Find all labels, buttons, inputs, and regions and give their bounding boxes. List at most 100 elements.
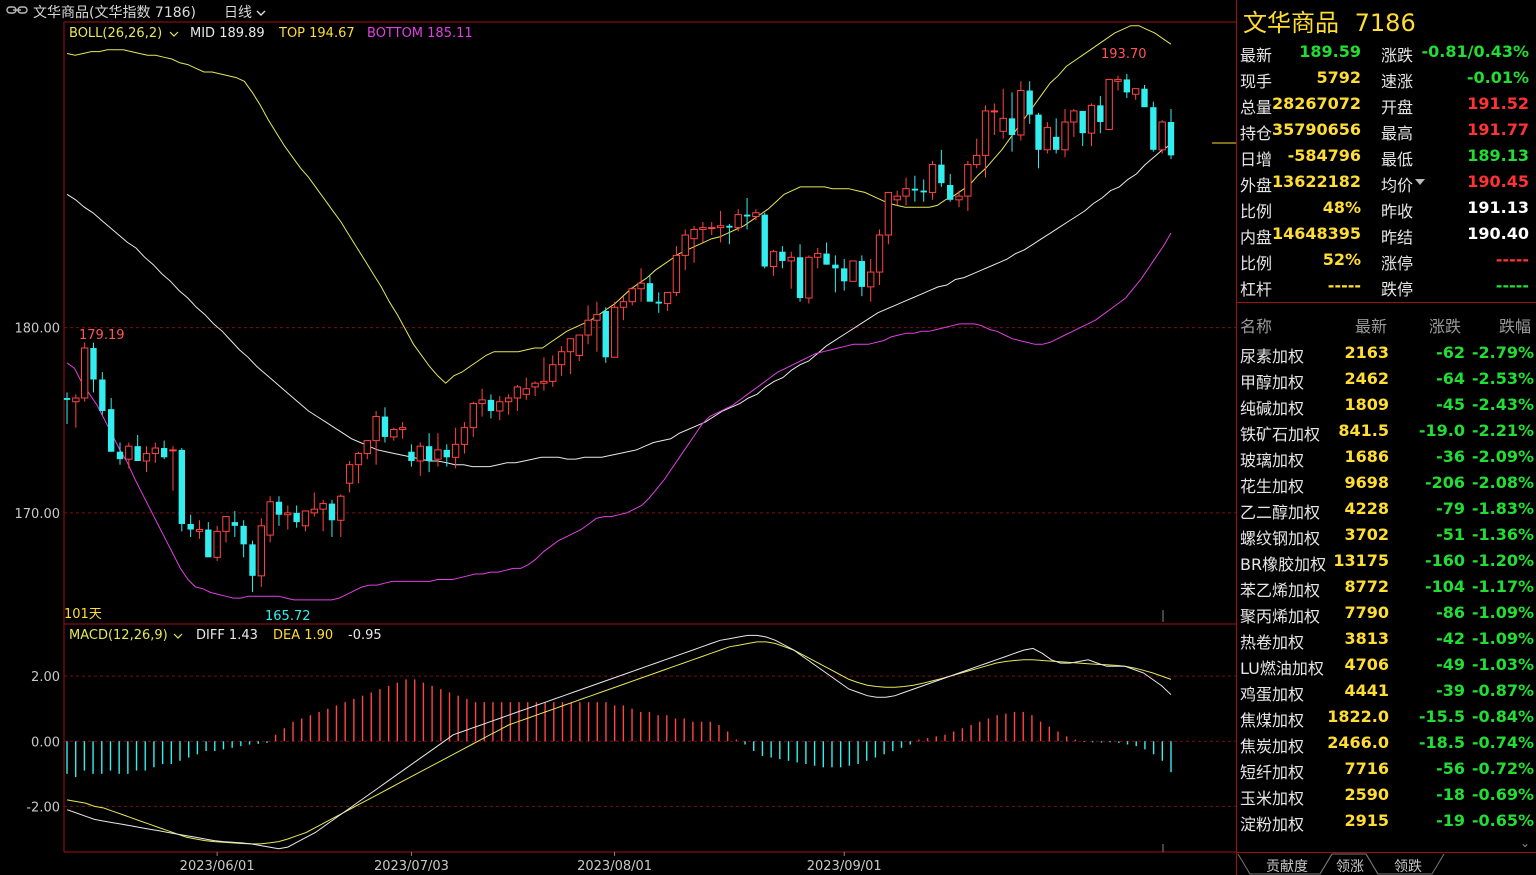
list-item[interactable]: 热卷加权 3813 -42 -1.09% bbox=[1237, 626, 1536, 652]
candle-body bbox=[1131, 88, 1140, 95]
link-icon[interactable] bbox=[6, 4, 28, 20]
quote-row: 比例 48% 昨收 191.13 bbox=[1237, 195, 1536, 221]
chevron-down-icon[interactable] bbox=[173, 633, 183, 639]
item-name: 花生加权 bbox=[1240, 477, 1305, 496]
list-header-name[interactable]: 名称 bbox=[1240, 317, 1273, 336]
quote-label: 总量 bbox=[1240, 98, 1273, 117]
list-item[interactable]: 花生加权 9698 -206 -2.08% bbox=[1237, 470, 1536, 496]
list-item[interactable]: 焦煤加权 1822.0 -15.5 -0.84% bbox=[1237, 704, 1536, 730]
list-item[interactable]: 乙二醇加权 4228 -79 -1.83% bbox=[1237, 496, 1536, 522]
candle-body bbox=[1061, 121, 1069, 151]
quote-row: 日增 -584796 最低 189.13 bbox=[1237, 143, 1536, 169]
list-item[interactable]: 纯碱加权 1809 -45 -2.43% bbox=[1237, 392, 1536, 418]
candle-body bbox=[187, 523, 194, 530]
tab-contribution[interactable]: 贡献度 bbox=[1266, 859, 1308, 875]
candle bbox=[1141, 84, 1148, 108]
chevron-down-icon[interactable] bbox=[169, 31, 179, 37]
list-item[interactable]: 尿素加权 2163 -62 -2.79% bbox=[1237, 340, 1536, 366]
candle-body bbox=[1097, 105, 1104, 123]
list-item[interactable]: 玉米加权 2590 -18 -0.69% bbox=[1237, 782, 1536, 808]
candle-body bbox=[1150, 107, 1157, 150]
item-change-pct: -0.69% bbox=[1471, 785, 1534, 804]
candle bbox=[699, 222, 707, 243]
candle-body bbox=[1008, 118, 1016, 135]
candle bbox=[231, 511, 238, 537]
tab-top-gainers[interactable]: 领涨 bbox=[1336, 859, 1364, 875]
item-last-price: 2466.0 bbox=[1327, 733, 1389, 752]
x-axis-label: 2023/08/01 bbox=[577, 859, 652, 874]
peak-price-label: 193.70 bbox=[1101, 47, 1147, 62]
item-change-pct: -2.79% bbox=[1471, 343, 1534, 362]
candle bbox=[769, 249, 778, 276]
item-change: -36 bbox=[1436, 447, 1465, 466]
quote-label: 速涨 bbox=[1381, 72, 1414, 91]
candle bbox=[213, 525, 221, 562]
list-item[interactable]: 苯乙烯加权 8772 -104 -1.17% bbox=[1237, 574, 1536, 600]
list-item[interactable]: 焦炭加权 2466.0 -18.5 -0.74% bbox=[1237, 730, 1536, 756]
list-item[interactable]: 短纤加权 7716 -56 -0.72% bbox=[1237, 756, 1536, 782]
candle-body bbox=[301, 510, 310, 527]
item-change: -64 bbox=[1436, 369, 1465, 388]
candle-body bbox=[575, 334, 583, 356]
candle bbox=[1017, 81, 1025, 141]
list-item[interactable]: 铁矿石加权 841.5 -19.0 -2.21% bbox=[1237, 418, 1536, 444]
quote-label: 最低 bbox=[1381, 150, 1414, 169]
candle-body bbox=[99, 379, 106, 411]
list-item[interactable]: 螺纹钢加权 3702 -51 -1.36% bbox=[1237, 522, 1536, 548]
period-selector[interactable]: 日线 bbox=[224, 2, 266, 22]
candle-body bbox=[1070, 110, 1078, 123]
item-change-pct: -1.03% bbox=[1471, 655, 1534, 674]
candle bbox=[690, 225, 698, 263]
candle-body bbox=[779, 251, 786, 261]
tab-top-losers[interactable]: 领跌 bbox=[1394, 859, 1422, 875]
list-item[interactable]: 聚丙烯加权 7790 -86 -1.09% bbox=[1237, 600, 1536, 626]
candle bbox=[779, 246, 786, 269]
list-item[interactable]: BR橡胶加权 13175 -160 -1.20% bbox=[1237, 548, 1536, 574]
candle-body bbox=[293, 512, 300, 523]
list-header-pct[interactable]: 跌幅 bbox=[1499, 317, 1532, 336]
quote-label: 均价 bbox=[1381, 176, 1414, 195]
candle bbox=[284, 505, 292, 530]
candle-body bbox=[602, 310, 609, 358]
candle bbox=[408, 444, 415, 467]
item-change-pct: -1.09% bbox=[1471, 603, 1534, 622]
candle-body bbox=[938, 164, 945, 184]
triangle-down-icon[interactable] bbox=[1415, 179, 1425, 185]
candle-body bbox=[249, 544, 256, 576]
quote-row: 持仓 35790656 最高 191.77 bbox=[1237, 117, 1536, 143]
candle bbox=[513, 385, 522, 411]
kline-chart[interactable]: 180.00 170.00 2.00 0.00 -2.00 2023/06/01 2023/… bbox=[0, 0, 1236, 875]
candle-body bbox=[920, 190, 927, 193]
quote-label: 涨停 bbox=[1381, 254, 1414, 273]
candle bbox=[80, 342, 89, 402]
list-item[interactable]: LU燃油加权 4706 -49 -1.03% bbox=[1237, 652, 1536, 678]
candle-body bbox=[328, 503, 336, 521]
contract-code: 7186 bbox=[1354, 9, 1416, 37]
x-axis-label: 2023/07/03 bbox=[374, 859, 449, 874]
quote-label: 比例 bbox=[1240, 254, 1273, 273]
macd-diff-line bbox=[66, 634, 1172, 850]
candle bbox=[257, 518, 265, 587]
item-change: -62 bbox=[1436, 343, 1465, 362]
list-item[interactable]: 甲醇加权 2462 -64 -2.53% bbox=[1237, 366, 1536, 392]
candle-body bbox=[1141, 88, 1148, 108]
scroll-down-icon[interactable]: ⌄ bbox=[1520, 836, 1531, 850]
list-header-chg[interactable]: 涨跌 bbox=[1429, 317, 1462, 336]
list-header-last[interactable]: 最新 bbox=[1355, 317, 1388, 336]
item-last-price: 841.5 bbox=[1338, 421, 1389, 440]
list-item[interactable]: 鸡蛋加权 4441 -39 -0.87% bbox=[1237, 678, 1536, 704]
macd-diff-label: DIFF 1.43 bbox=[196, 628, 258, 643]
list-item[interactable]: 淀粉加权 2915 -19 -0.65% bbox=[1237, 808, 1536, 834]
item-last-price: 8772 bbox=[1344, 577, 1389, 596]
item-change-pct: -0.87% bbox=[1471, 681, 1534, 700]
list-item[interactable]: 玻璃加权 1686 -36 -2.09% bbox=[1237, 444, 1536, 470]
item-last-price: 1809 bbox=[1344, 395, 1389, 414]
candle bbox=[381, 407, 389, 443]
item-change: -39 bbox=[1436, 681, 1465, 700]
x-axis-label: 2023/09/01 bbox=[807, 859, 882, 874]
candle bbox=[981, 105, 990, 178]
candle bbox=[434, 433, 442, 467]
candle bbox=[655, 292, 662, 313]
candle-body bbox=[681, 234, 689, 256]
candle bbox=[504, 394, 513, 415]
